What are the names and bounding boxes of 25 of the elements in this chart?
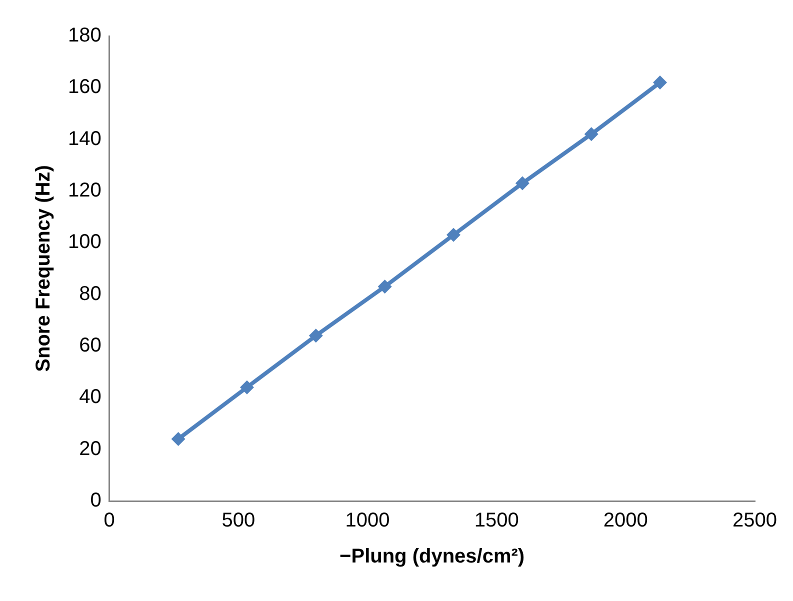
x-tick-label: 1500 <box>474 510 519 532</box>
y-tick-label: 140 <box>68 128 102 150</box>
point <box>446 228 460 242</box>
y-tick-label: 60 <box>79 334 102 357</box>
y-tick-label: 20 <box>79 438 102 460</box>
x-tick-label: 2000 <box>603 510 648 532</box>
point <box>308 328 323 343</box>
y-tick-label: 120 <box>68 180 102 202</box>
point <box>653 76 668 90</box>
point <box>584 127 598 142</box>
y-tick-label: 40 <box>79 386 102 408</box>
y-tick-label: 0 <box>90 490 102 512</box>
y-tick-label: 80 <box>79 282 102 305</box>
point <box>240 380 254 394</box>
x-tick-label: 2500 <box>732 510 778 532</box>
y-axis-title: Snore Frequency (Hz) <box>32 165 55 372</box>
x-tick-label: 500 <box>222 510 256 532</box>
point <box>378 280 392 294</box>
point <box>171 432 186 446</box>
x-tick-label: 1000 <box>345 510 390 532</box>
y-tick-label: 160 <box>68 76 102 98</box>
x-axis-title: −Plung (dynes/cm²) <box>340 546 525 568</box>
y-tick-label: 180 <box>68 24 102 47</box>
point <box>515 176 530 190</box>
y-tick-label: 100 <box>68 231 102 254</box>
